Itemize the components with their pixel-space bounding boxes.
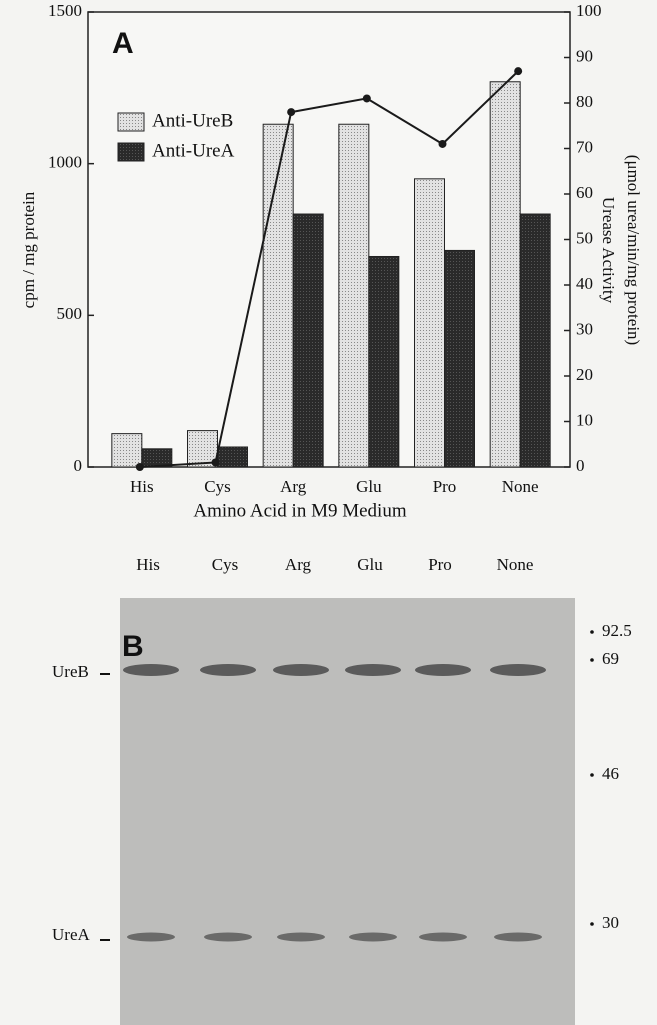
x-tick-label: Pro <box>433 477 457 496</box>
x-axis-label: Amino Acid in M9 Medium <box>193 500 406 521</box>
legend-swatch <box>118 143 144 161</box>
y-tick-label: 0 <box>74 456 83 475</box>
line-point <box>287 108 295 116</box>
page: A cpm / mg protein Urease Activity (μmol… <box>0 0 657 1025</box>
x-tick-label: None <box>502 477 539 496</box>
gel-band <box>127 933 175 942</box>
legend-label: Anti-UreB <box>152 110 233 131</box>
y2-axis-sublabel: (μmol urea/min/mg protein) <box>624 155 643 345</box>
gel: B UreB UreA His Cys Arg Glu Pro None 92.5 69 46 3… <box>52 555 632 1025</box>
lane-label: Pro <box>428 555 452 574</box>
legend-swatch <box>118 113 144 131</box>
x-tick-label: Glu <box>356 477 382 496</box>
gel-band <box>277 933 325 942</box>
y-tick-label: 500 <box>57 304 83 323</box>
bar <box>520 214 550 467</box>
marker-label: 69 <box>602 649 619 668</box>
marker-dot <box>590 658 594 662</box>
lane-label: None <box>497 555 534 574</box>
marker-label: 92.5 <box>602 621 632 640</box>
x-tick-label: Arg <box>280 477 307 496</box>
y2-tick-label: 40 <box>576 274 593 293</box>
y2-tick-label: 10 <box>576 410 593 429</box>
line-point <box>439 140 447 148</box>
gel-image <box>120 598 575 1025</box>
y2-tick-label: 100 <box>576 1 602 20</box>
bar <box>490 82 520 467</box>
y2-tick-label: 20 <box>576 365 593 384</box>
marker-dot <box>590 773 594 777</box>
figure: A cpm / mg protein Urease Activity (μmol… <box>0 0 657 1025</box>
y2-tick-label: 50 <box>576 228 593 247</box>
marker-label: 46 <box>602 764 619 783</box>
bar <box>218 447 248 467</box>
y-tick-label: 1500 <box>48 1 82 20</box>
y2-tick-label: 80 <box>576 92 593 111</box>
gel-band <box>415 664 471 676</box>
line-point <box>514 67 522 75</box>
gel-band <box>345 664 401 676</box>
bar <box>445 250 475 467</box>
bar <box>112 434 142 467</box>
line-point <box>212 458 220 466</box>
panel-label: A <box>112 27 134 60</box>
gel-band <box>273 664 329 676</box>
gel-band <box>419 933 467 942</box>
y2-tick-label: 70 <box>576 137 593 156</box>
lane-label: His <box>136 555 160 574</box>
marker-dot <box>590 630 594 634</box>
y2-tick-label: 90 <box>576 46 593 65</box>
y2-tick-label: 30 <box>576 319 593 338</box>
band-label: UreB <box>52 662 89 681</box>
gel-band <box>200 664 256 676</box>
bar <box>369 256 399 467</box>
gel-band <box>204 933 252 942</box>
y-axis-label: cpm / mg protein <box>19 191 38 308</box>
panel-label: B <box>122 630 144 663</box>
gel-band <box>494 933 542 942</box>
y2-tick-label: 0 <box>576 456 585 475</box>
lane-label: Cys <box>212 555 238 574</box>
bar <box>415 179 445 467</box>
y-tick-label: 1000 <box>48 153 82 172</box>
bar <box>339 124 369 467</box>
x-tick-label: Cys <box>204 477 230 496</box>
bar <box>142 449 172 467</box>
legend-label: Anti-UreA <box>152 140 235 161</box>
y2-axis-label: Urease Activity <box>599 197 618 304</box>
lane-label: Arg <box>285 555 312 574</box>
gel-band <box>349 933 397 942</box>
line-point <box>363 94 371 102</box>
y2-tick-label: 60 <box>576 183 593 202</box>
lane-label: Glu <box>357 555 383 574</box>
marker-label: 30 <box>602 913 619 932</box>
line-point <box>136 463 144 471</box>
gel-band <box>123 664 179 676</box>
band-label: UreA <box>52 925 90 944</box>
bar <box>293 214 323 467</box>
x-tick-label: His <box>130 477 154 496</box>
marker-dot <box>590 922 594 926</box>
gel-band <box>490 664 546 676</box>
